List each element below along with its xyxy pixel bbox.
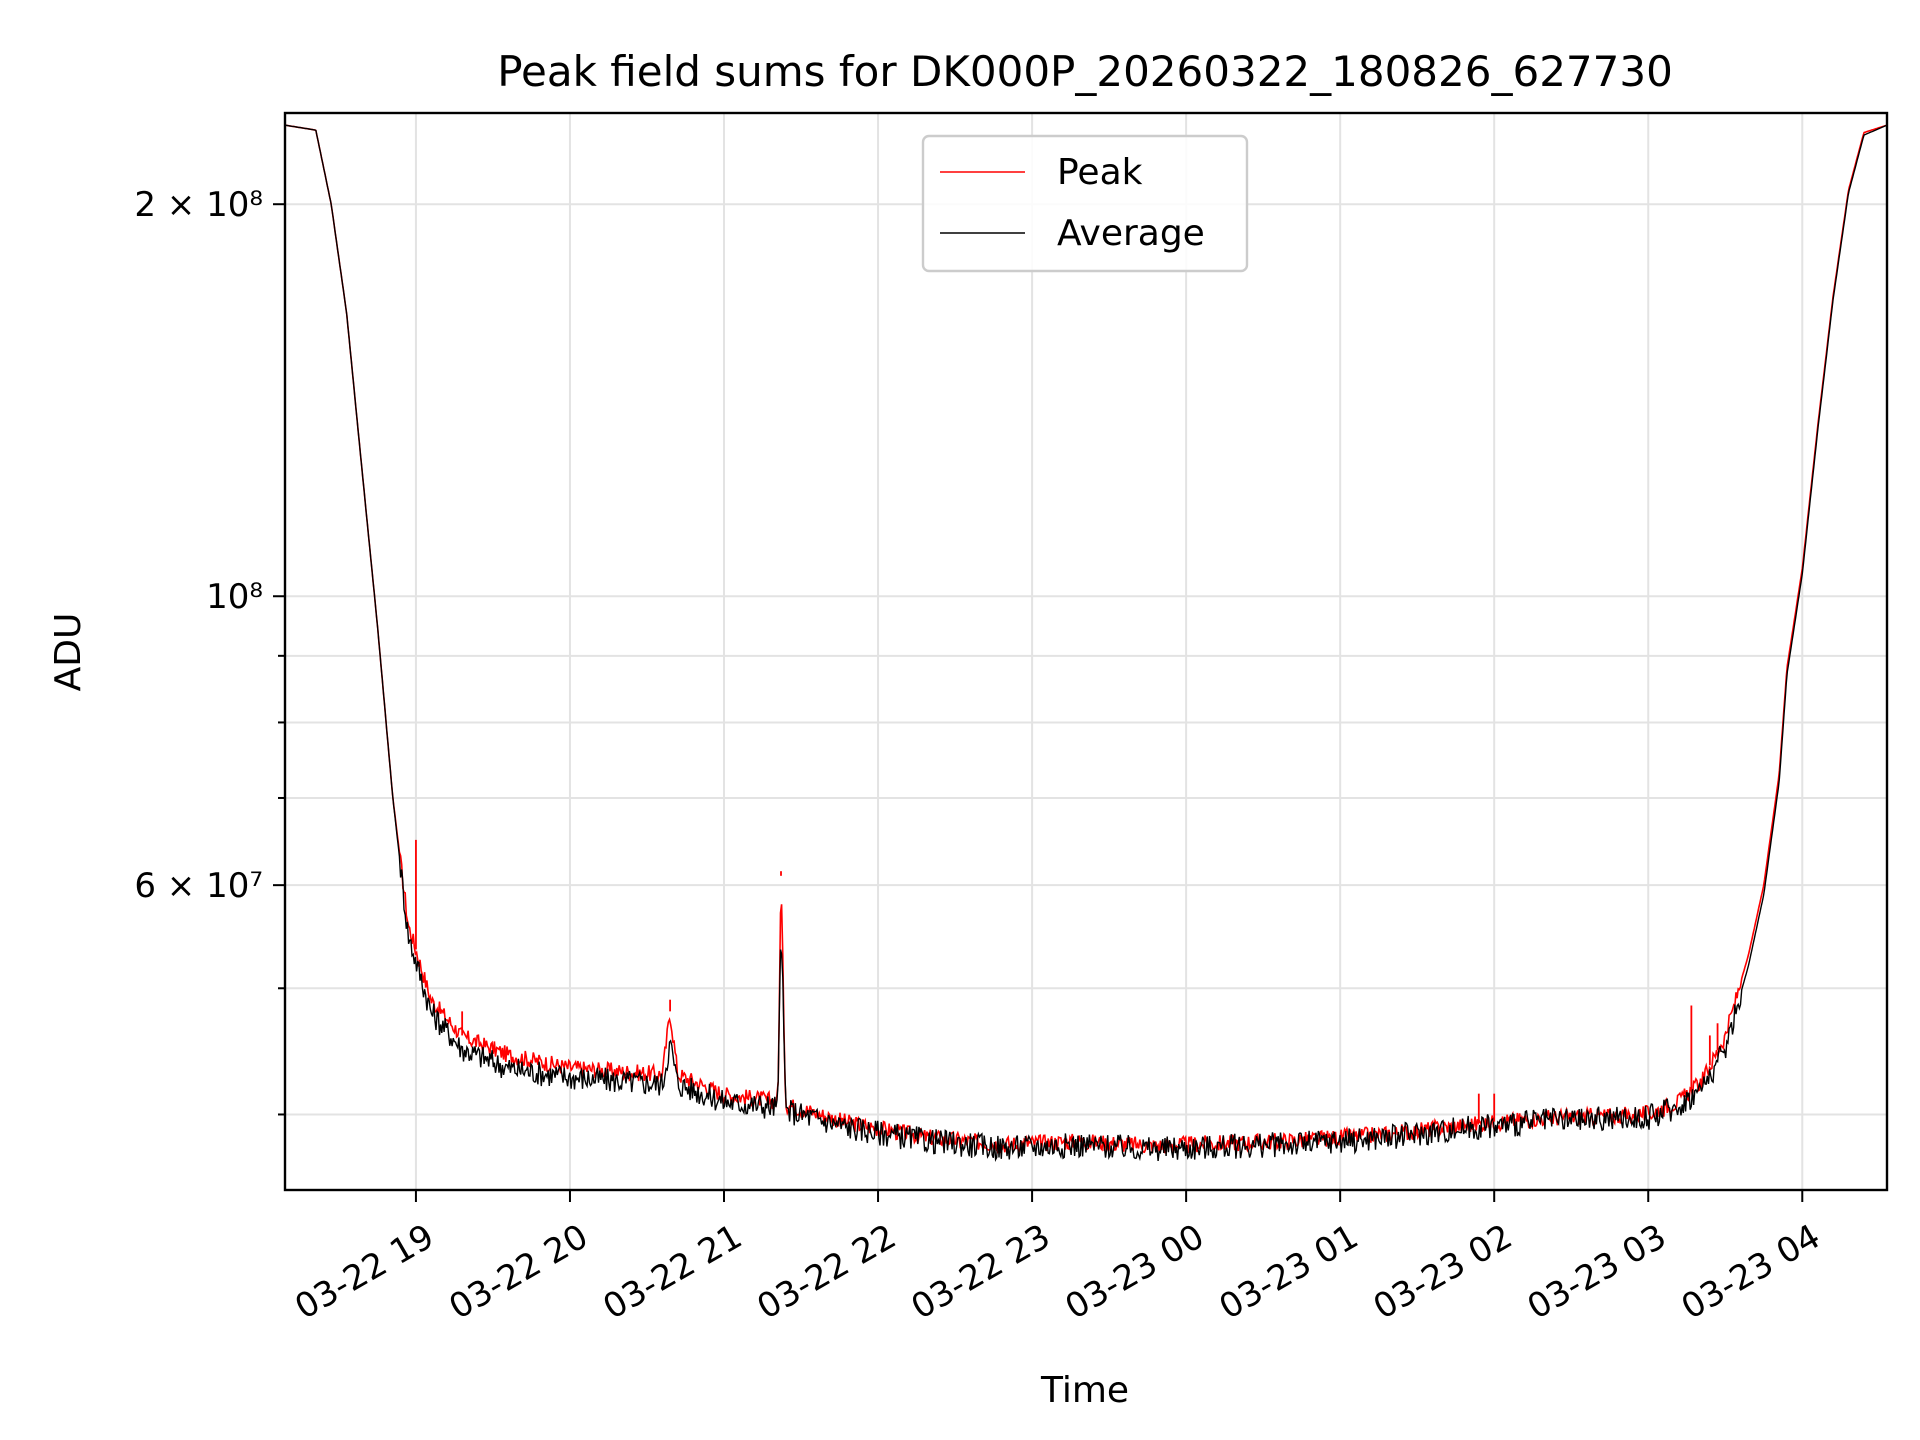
- legend: Peak Average: [921, 134, 1249, 273]
- legend-box: [921, 134, 1249, 273]
- series-line-average: [285, 124, 1887, 1162]
- legend-average-label: Average: [1057, 213, 1205, 254]
- y-tick-label: 10⁸: [206, 577, 263, 617]
- series-layer: [285, 124, 1887, 1162]
- y-tick-label: 2 × 10⁸: [134, 185, 263, 225]
- series-group: [285, 124, 1887, 1162]
- chart-title: Peak field sums for DK000P_20260322_1808…: [497, 47, 1673, 96]
- x-axis-label: Time: [1040, 1370, 1129, 1411]
- legend-peak-label: Peak: [1057, 152, 1143, 193]
- y-tick-label: 6 × 10⁷: [134, 866, 263, 906]
- y-axis-label: ADU: [48, 613, 89, 692]
- plot-frame: [283, 111, 1889, 1192]
